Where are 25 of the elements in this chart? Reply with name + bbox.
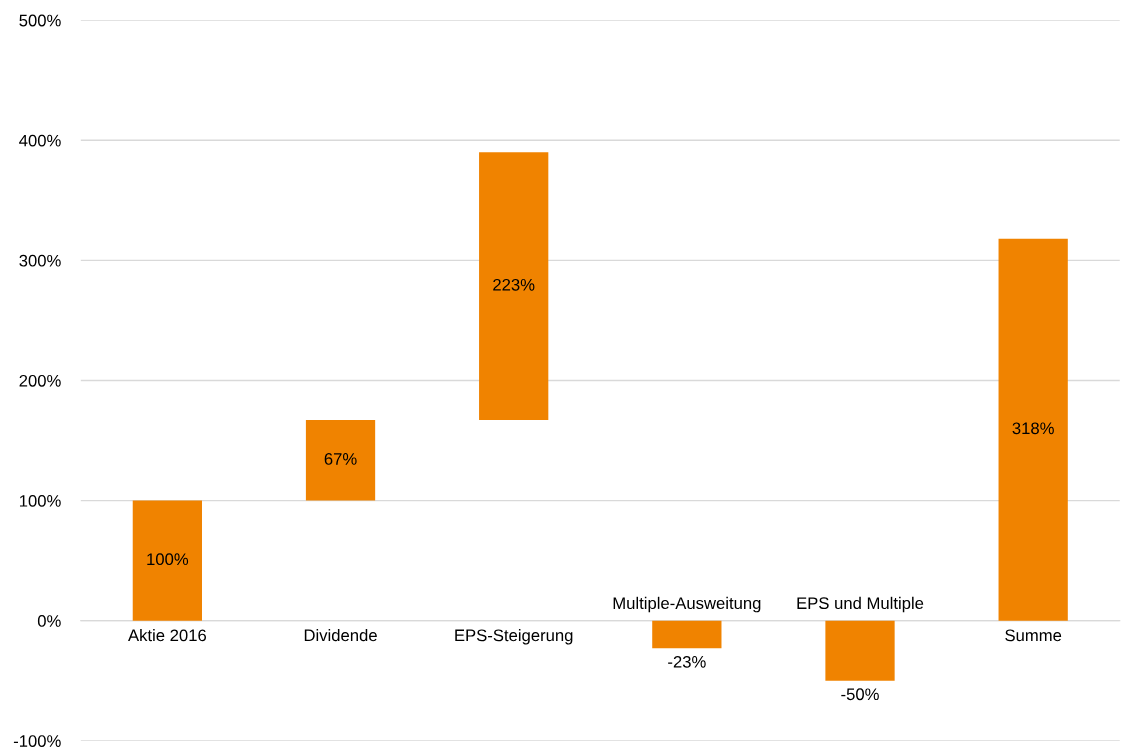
bar: [479, 152, 549, 421]
y-tick-label: 500%: [19, 14, 61, 27]
bar: [305, 420, 376, 501]
y-tick-label: -100%: [13, 735, 61, 747]
x-tick-label: Dividende: [304, 629, 377, 642]
bar: [998, 238, 1068, 621]
bar: [825, 620, 895, 681]
y-tick-label: 200%: [19, 374, 61, 387]
y-tick-label: 400%: [19, 134, 61, 147]
data-label: 223%: [493, 278, 535, 291]
bar: [132, 500, 202, 621]
x-tick-label: Aktie 2016: [128, 629, 207, 642]
x-tick-label: EPS-Steigerung: [455, 629, 573, 645]
y-tick-label: 300%: [19, 254, 61, 267]
bar: [652, 620, 722, 649]
y-tick-label: 100%: [19, 494, 61, 507]
data-label: -23%: [668, 655, 706, 668]
data-label: 67%: [324, 453, 357, 465]
data-label: 318%: [1012, 422, 1054, 435]
data-label: -50%: [841, 688, 879, 701]
x-tick-label: EPS und Multiple: [797, 596, 924, 613]
x-tick-label: Multiple-Ausweitung: [613, 596, 761, 613]
data-label: 100%: [147, 553, 189, 566]
y-tick-label: 0%: [37, 615, 61, 627]
x-tick-label: Summe: [1005, 629, 1062, 642]
